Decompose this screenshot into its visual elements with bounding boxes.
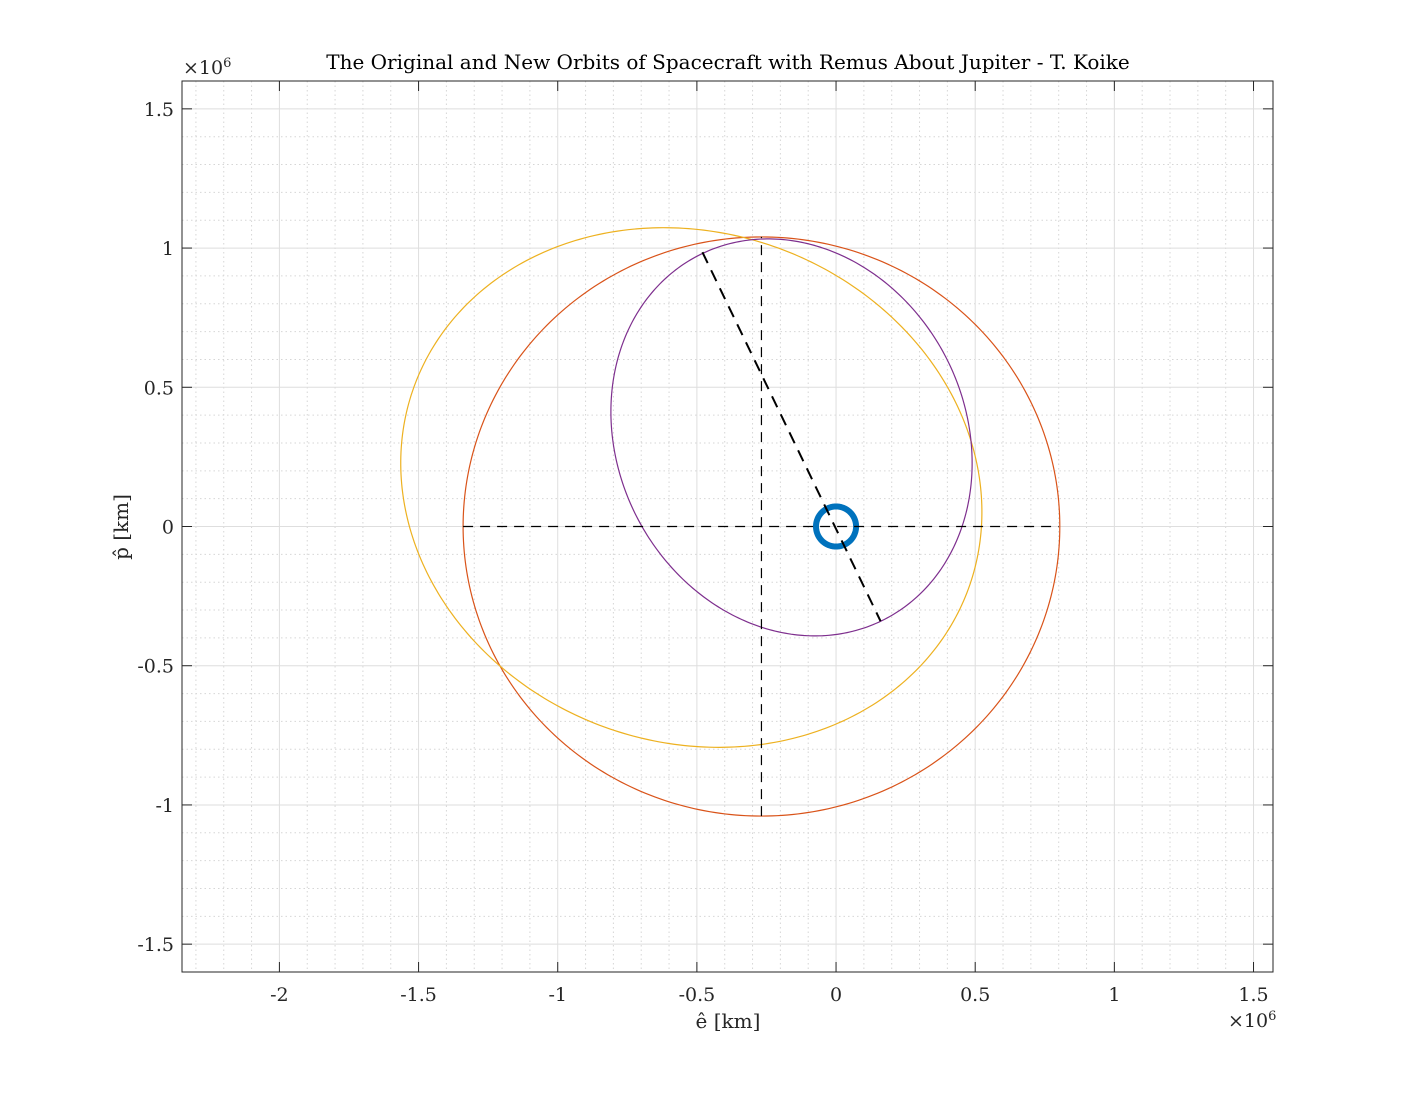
x-tick-label: 1 bbox=[1108, 984, 1120, 1006]
y-tick-label: 0.5 bbox=[144, 377, 174, 399]
x-axis-label: ê [km] bbox=[696, 1009, 761, 1033]
y-tick-label: 1 bbox=[162, 238, 174, 260]
y-tick-label: 0 bbox=[162, 517, 174, 539]
y-tick-label: 1.5 bbox=[144, 99, 174, 121]
series-layer bbox=[400, 227, 1061, 817]
axes: -2 -1.5 -1 -0.5 0 0.5 1 1.5 -1.5 -1 -0.5 0 0.5 1 1.5 bbox=[137, 80, 1274, 1006]
orbit-ellipse-2 bbox=[400, 227, 983, 748]
y-axis-label: p̂ [km] bbox=[109, 494, 133, 560]
tick-marks bbox=[182, 81, 1273, 972]
y-tick-labels: -1.5 -1 -0.5 0 0.5 1 1.5 bbox=[137, 99, 174, 956]
x-exponent-label: ×106 bbox=[1228, 1009, 1276, 1032]
x-tick-label: 1.5 bbox=[1238, 984, 1268, 1006]
x-tick-label: -0.5 bbox=[679, 984, 716, 1006]
axis-line-6 bbox=[701, 251, 882, 622]
x-tick-label: -1 bbox=[548, 984, 567, 1006]
x-tick-label: 0 bbox=[830, 984, 842, 1006]
x-tick-label: 0.5 bbox=[960, 984, 990, 1006]
x-tick-labels: -2 -1.5 -1 -0.5 0 0.5 1 1.5 bbox=[270, 984, 1268, 1006]
orbit-ellipse-3 bbox=[610, 238, 973, 637]
y-exponent-label: ×106 bbox=[183, 56, 231, 79]
x-tick-label: -1.5 bbox=[400, 984, 437, 1006]
x-tick-label: -2 bbox=[270, 984, 289, 1006]
y-tick-label: -1 bbox=[155, 795, 174, 817]
y-tick-label: -0.5 bbox=[137, 656, 174, 678]
y-tick-label: -1.5 bbox=[137, 934, 174, 956]
orbit-ellipse-0 bbox=[812, 503, 860, 550]
chart-title: The Original and New Orbits of Spacecraf… bbox=[326, 50, 1130, 74]
